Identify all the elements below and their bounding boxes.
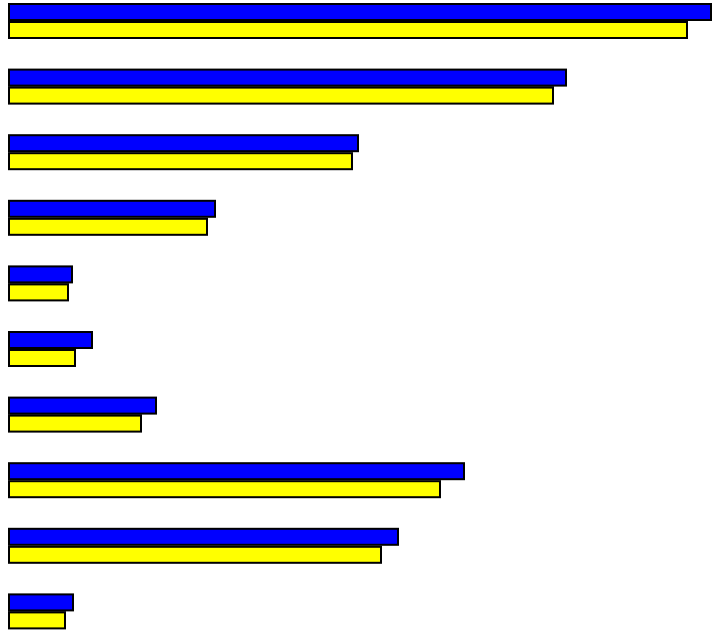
bar-blue-1 — [8, 3, 712, 21]
bar-yellow-2 — [8, 86, 554, 105]
bar-yellow-10 — [8, 611, 66, 630]
bar-yellow-5 — [8, 283, 69, 302]
bar-yellow-8 — [8, 480, 441, 499]
bar-yellow-1 — [8, 21, 688, 39]
bar-blue-6 — [8, 331, 93, 349]
bars-group — [8, 3, 712, 630]
bar-yellow-6 — [8, 349, 76, 367]
bar-blue-5 — [8, 265, 73, 284]
bar-yellow-4 — [8, 217, 208, 236]
bar-blue-2 — [8, 68, 567, 87]
bar-blue-9 — [8, 527, 399, 546]
bar-blue-3 — [8, 134, 359, 153]
bar-blue-4 — [8, 199, 216, 218]
bar-yellow-7 — [8, 414, 142, 433]
bar-yellow-9 — [8, 545, 382, 564]
bar-yellow-3 — [8, 152, 353, 171]
bar-blue-8 — [8, 462, 465, 481]
bar-blue-7 — [8, 396, 157, 415]
bar-blue-10 — [8, 593, 74, 612]
